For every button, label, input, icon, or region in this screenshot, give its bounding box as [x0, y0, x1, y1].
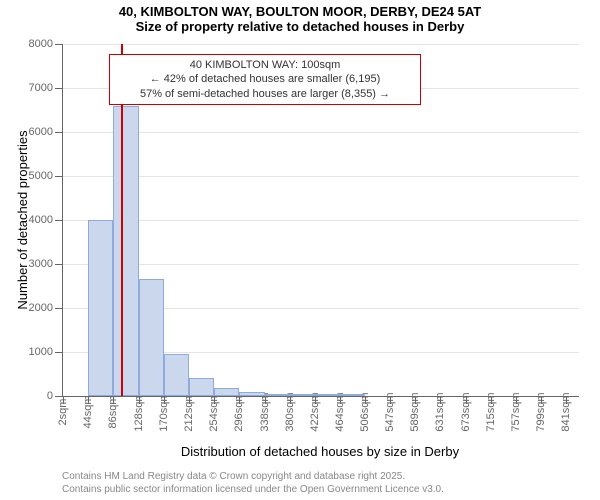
x-tick-label: 254sqm [208, 392, 220, 431]
grid-line [63, 44, 579, 45]
footer-attribution: Contains HM Land Registry data © Crown c… [62, 470, 444, 496]
x-tick-label: 799sqm [535, 392, 547, 431]
y-tick [55, 352, 63, 353]
x-tick-label: 2sqm [57, 399, 69, 426]
info-line-1: 40 KIMBOLTON WAY: 100sqm [116, 58, 414, 72]
x-tick-label: 631sqm [434, 392, 446, 431]
y-tick-label: 1000 [29, 346, 53, 358]
x-tick-label: 44sqm [82, 395, 94, 428]
y-tick [55, 396, 63, 397]
histogram-bar [290, 394, 315, 396]
info-box: 40 KIMBOLTON WAY: 100sqm ← 42% of detach… [109, 54, 421, 105]
y-tick [55, 132, 63, 133]
histogram-bar [88, 220, 113, 396]
y-tick-label: 4000 [29, 214, 53, 226]
info-line-2: ← 42% of detached houses are smaller (6,… [116, 72, 414, 86]
grid-line [63, 220, 579, 221]
histogram-bar [239, 392, 264, 396]
property-size-chart: 40, KIMBOLTON WAY, BOULTON MOOR, DERBY, … [0, 0, 600, 500]
title-line-1: 40, KIMBOLTON WAY, BOULTON MOOR, DERBY, … [0, 4, 600, 19]
x-tick-label: 338sqm [259, 392, 271, 431]
x-axis-label: Distribution of detached houses by size … [181, 444, 459, 459]
x-tick-label: 589sqm [409, 392, 421, 431]
x-tick-label: 757sqm [510, 392, 522, 431]
y-tick-label: 0 [47, 390, 53, 402]
x-tick-label: 86sqm [107, 395, 119, 428]
y-tick-label: 5000 [29, 170, 53, 182]
y-axis-label: Number of detached properties [15, 130, 30, 309]
y-tick [55, 308, 63, 309]
grid-line [63, 176, 579, 177]
histogram-bar [164, 354, 189, 396]
histogram-bar [139, 279, 164, 396]
plot-area: 40 KIMBOLTON WAY: 100sqm ← 42% of detach… [62, 44, 579, 397]
grid-line [63, 264, 579, 265]
y-tick [55, 88, 63, 89]
x-tick-label: 422sqm [309, 392, 321, 431]
x-tick-label: 506sqm [359, 392, 371, 431]
footer-line-1: Contains HM Land Registry data © Crown c… [62, 470, 444, 483]
x-tick-label: 128sqm [133, 392, 145, 431]
x-tick-label: 380sqm [284, 392, 296, 431]
x-tick-label: 715sqm [485, 392, 497, 431]
x-tick-label: 673sqm [460, 392, 472, 431]
title-line-2: Size of property relative to detached ho… [0, 19, 600, 34]
y-tick-label: 2000 [29, 302, 53, 314]
x-tick-label: 212sqm [183, 392, 195, 431]
x-tick-label: 296sqm [233, 392, 245, 431]
y-tick-label: 7000 [29, 82, 53, 94]
y-tick-label: 3000 [29, 258, 53, 270]
y-tick [55, 176, 63, 177]
chart-title-block: 40, KIMBOLTON WAY, BOULTON MOOR, DERBY, … [0, 0, 600, 34]
y-tick [55, 264, 63, 265]
x-tick-label: 841sqm [560, 392, 572, 431]
histogram-bar [315, 394, 340, 396]
histogram-bar [265, 394, 290, 396]
histogram-bar [340, 394, 365, 396]
histogram-bar [189, 378, 214, 396]
histogram-bar [113, 106, 138, 396]
y-tick [55, 220, 63, 221]
x-tick-label: 547sqm [384, 392, 396, 431]
x-tick-label: 170sqm [158, 392, 170, 431]
y-tick-label: 8000 [29, 38, 53, 50]
y-tick [55, 44, 63, 45]
info-line-3: 57% of semi-detached houses are larger (… [116, 87, 414, 101]
histogram-bar [214, 388, 239, 396]
x-tick-label: 464sqm [334, 392, 346, 431]
footer-line-2: Contains public sector information licen… [62, 483, 444, 496]
grid-line [63, 132, 579, 133]
y-tick-label: 6000 [29, 126, 53, 138]
